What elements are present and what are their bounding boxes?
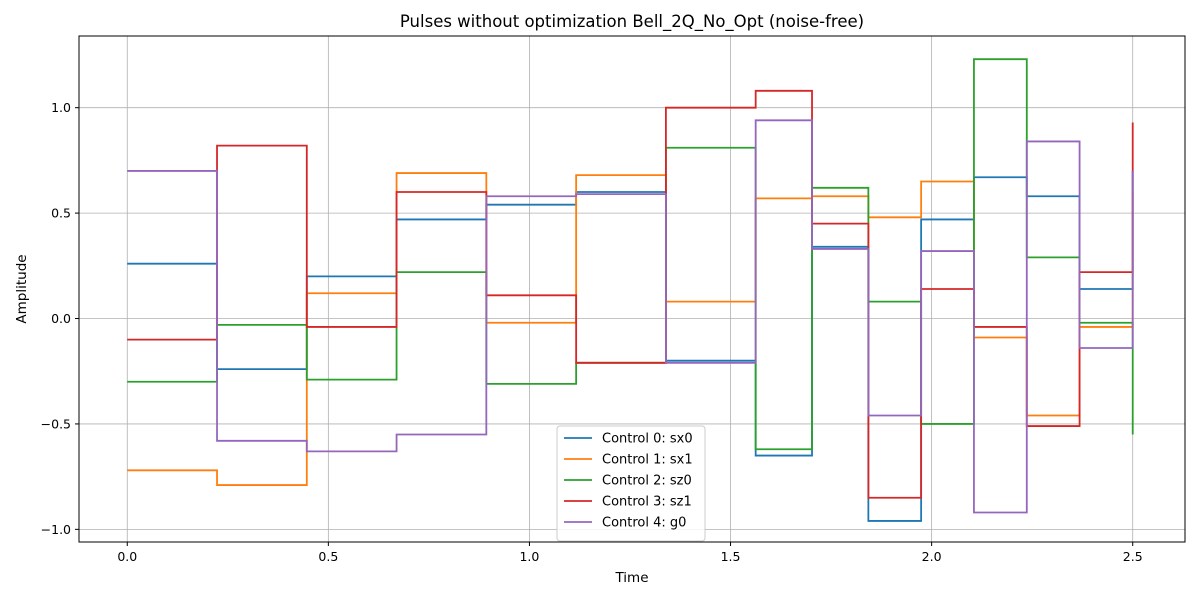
- legend-box: [556, 425, 706, 542]
- series-layer: [127, 58, 1134, 522]
- y-tick-label: 0.0: [51, 311, 71, 326]
- legend-label-1: Control 1: sx1: [602, 453, 693, 468]
- x-tick-label: 0.0: [117, 549, 137, 564]
- x-tick-label: 2.0: [922, 549, 942, 564]
- plot-frame: [78, 35, 1186, 543]
- legend: Control 0: sx0 Control 1: sx1 Control 2: s…: [556, 425, 706, 542]
- series-line-2: [127, 58, 1134, 451]
- legend-label-2: Control 2: sz0: [602, 474, 692, 489]
- series-line-4: [127, 119, 1134, 514]
- tick-layer: 0.0 0.5 1.0 1.5 2.0 2.5 −1.0 −0.5 0.0 0.5 1.0: [41, 100, 1143, 564]
- x-tick-label: 1.0: [519, 549, 539, 564]
- y-tick-label: 1.0: [51, 100, 71, 115]
- y-axis-title: Amplitude: [14, 254, 30, 323]
- x-axis-title: Time: [614, 570, 648, 586]
- x-tick-label: 0.5: [318, 549, 338, 564]
- chart-title: Pulses without optimization Bell_2Q_No_O…: [400, 12, 864, 32]
- x-tick-label: 2.5: [1123, 549, 1143, 564]
- legend-label-4: Control 4: g0: [602, 516, 686, 531]
- grid-layer: [79, 36, 1185, 542]
- y-tick-label: −0.5: [41, 416, 71, 431]
- x-tick-label: 1.5: [721, 549, 741, 564]
- legend-label-0: Control 0: sx0: [602, 432, 693, 447]
- y-tick-label: 0.5: [51, 206, 71, 221]
- legend-label-3: Control 3: sz1: [602, 495, 692, 510]
- y-tick-label: −1.0: [41, 522, 71, 537]
